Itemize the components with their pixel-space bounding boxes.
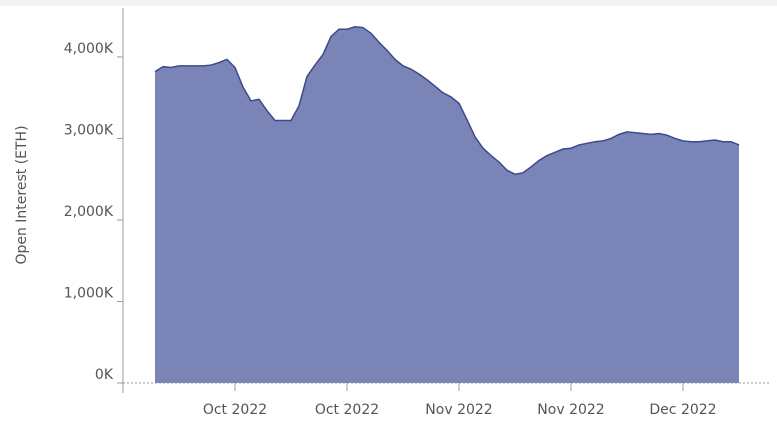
x-tick-label: Nov 2022 — [537, 402, 604, 418]
x-tick-label: Nov 2022 — [425, 402, 492, 418]
y-tick-label: 0K — [95, 367, 114, 383]
y-tick-label: 3,000K — [64, 122, 114, 138]
top-strip — [0, 0, 777, 6]
y-tick-label: 2,000K — [64, 204, 114, 220]
y-tick-label: 1,000K — [64, 285, 114, 301]
x-tick-label: Oct 2022 — [315, 402, 379, 418]
area-line — [154, 25, 740, 176]
y-tick-label: 4,000K — [64, 41, 114, 57]
x-tick-label: Dec 2022 — [649, 402, 716, 418]
area — [155, 26, 739, 383]
x-tick-label: Oct 2022 — [203, 402, 267, 418]
y-axis-label: Open Interest (ETH) — [14, 125, 30, 264]
